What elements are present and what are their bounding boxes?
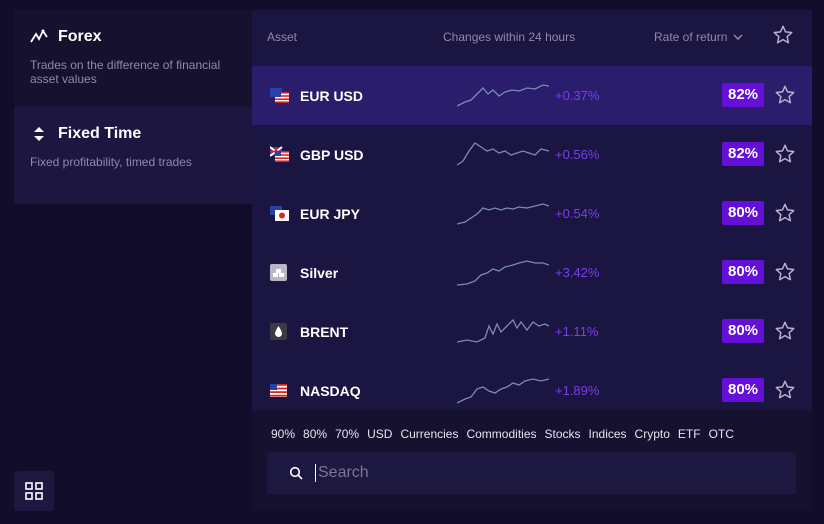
forex-chart-icon — [30, 28, 48, 46]
filter-chip-70[interactable]: 70% — [335, 427, 360, 441]
rate-of-return-badge: 80% — [722, 201, 765, 225]
sparkline-chart — [457, 142, 549, 166]
oil-drop-icon — [270, 323, 289, 340]
change-24h: +0.56% — [555, 147, 600, 162]
favorite-star-icon[interactable] — [774, 84, 796, 111]
rate-of-return-badge: 80% — [722, 260, 765, 284]
asset-name: BRENT — [300, 324, 349, 340]
mode-fixed-time-title: Fixed Time — [58, 125, 142, 142]
sparkline-chart — [457, 260, 549, 286]
favorite-star-icon[interactable] — [774, 261, 796, 288]
header-rate-of-return-label: Rate of return — [654, 30, 728, 44]
change-24h: +0.37% — [555, 88, 600, 103]
mode-forex-description: Trades on the difference of financial as… — [30, 58, 221, 86]
asset-row-nasdaq[interactable]: NASDAQ +1.89% 80% — [252, 361, 812, 420]
search-box[interactable] — [267, 452, 796, 494]
filter-chips: 90% 80% 70% USD Currencies Commodities S… — [271, 427, 734, 441]
mode-forex[interactable]: Forex Trades on the difference of financ… — [14, 10, 252, 107]
sparkline-chart — [457, 84, 549, 107]
us-flag-icon — [270, 382, 289, 399]
filter-bar: 90% 80% 70% USD Currencies Commodities S… — [252, 410, 812, 511]
rate-of-return-badge: 80% — [722, 319, 765, 343]
asset-list: EUR USD +0.37% 82% GBP USD +0.56% 82% EU… — [252, 66, 812, 420]
sparkline-chart — [457, 378, 549, 404]
header-asset: Asset — [267, 30, 298, 44]
gb-us-flag-icon — [269, 146, 289, 163]
asset-name: EUR USD — [300, 88, 364, 104]
eu-jp-flag-icon — [270, 205, 289, 222]
grid-icon — [25, 482, 43, 500]
filter-chip-usd[interactable]: USD — [367, 427, 393, 441]
header-change: Changes within 24 hours — [443, 30, 576, 44]
mode-fixed-time-description: Fixed profitability, timed trades — [30, 155, 192, 169]
asset-row-silver[interactable]: Silver +3.42% 80% — [252, 243, 812, 302]
change-24h: +3.42% — [555, 265, 600, 280]
search-icon — [289, 466, 303, 480]
up-down-arrows-icon — [30, 125, 48, 143]
asset-row-brent[interactable]: BRENT +1.11% 80% — [252, 302, 812, 361]
asset-row-gbp-usd[interactable]: GBP USD +0.56% 82% — [252, 125, 812, 184]
rate-of-return-badge: 82% — [722, 142, 765, 166]
filter-chip-crypto[interactable]: Crypto — [634, 427, 670, 441]
favorite-star-icon[interactable] — [774, 320, 796, 347]
filter-chip-etf[interactable]: ETF — [677, 427, 701, 441]
mode-forex-title: Forex — [58, 28, 102, 45]
sparkline-chart — [457, 203, 549, 225]
header-rate-of-return[interactable]: Rate of return — [654, 30, 743, 44]
asset-row-eur-usd[interactable]: EUR USD +0.37% 82% — [252, 66, 812, 125]
grid-menu-button[interactable] — [14, 471, 54, 511]
filter-chip-otc[interactable]: OTC — [708, 427, 734, 441]
filter-chip-indices[interactable]: Indices — [588, 427, 627, 441]
rate-of-return-badge: 80% — [722, 378, 765, 402]
change-24h: +1.89% — [555, 383, 600, 398]
rate-of-return-badge: 82% — [722, 83, 765, 107]
favorite-star-icon[interactable] — [774, 143, 796, 170]
favorite-star-icon[interactable] — [774, 202, 796, 229]
filter-chip-commodities[interactable]: Commodities — [466, 427, 537, 441]
mode-fixed-time[interactable]: Fixed Time Fixed profitability, timed tr… — [14, 107, 252, 204]
asset-name: GBP USD — [300, 147, 364, 163]
filter-chip-stocks[interactable]: Stocks — [544, 427, 581, 441]
asset-row-eur-jpy[interactable]: EUR JPY +0.54% 80% — [252, 184, 812, 243]
asset-panel: Asset Changes within 24 hours Rate of re… — [252, 10, 812, 511]
sparkline-chart — [457, 318, 549, 343]
filter-chip-80[interactable]: 80% — [303, 427, 328, 441]
asset-name: NASDAQ — [300, 383, 361, 399]
change-24h: +1.11% — [555, 324, 599, 339]
chevron-down-icon — [733, 34, 743, 40]
change-24h: +0.54% — [555, 206, 600, 221]
search-input[interactable] — [315, 464, 775, 482]
eu-us-flag-icon — [270, 87, 289, 104]
silver-bars-icon — [270, 264, 289, 281]
filter-chip-90[interactable]: 90% — [271, 427, 296, 441]
table-header: Asset Changes within 24 hours Rate of re… — [252, 10, 812, 66]
asset-name: Silver — [300, 265, 339, 281]
filter-chip-currencies[interactable]: Currencies — [400, 427, 459, 441]
favorites-filter-star-icon[interactable] — [772, 24, 794, 49]
trading-mode-sidebar: Forex Trades on the difference of financ… — [14, 10, 252, 204]
asset-name: EUR JPY — [300, 206, 360, 222]
favorite-star-icon[interactable] — [774, 379, 796, 406]
